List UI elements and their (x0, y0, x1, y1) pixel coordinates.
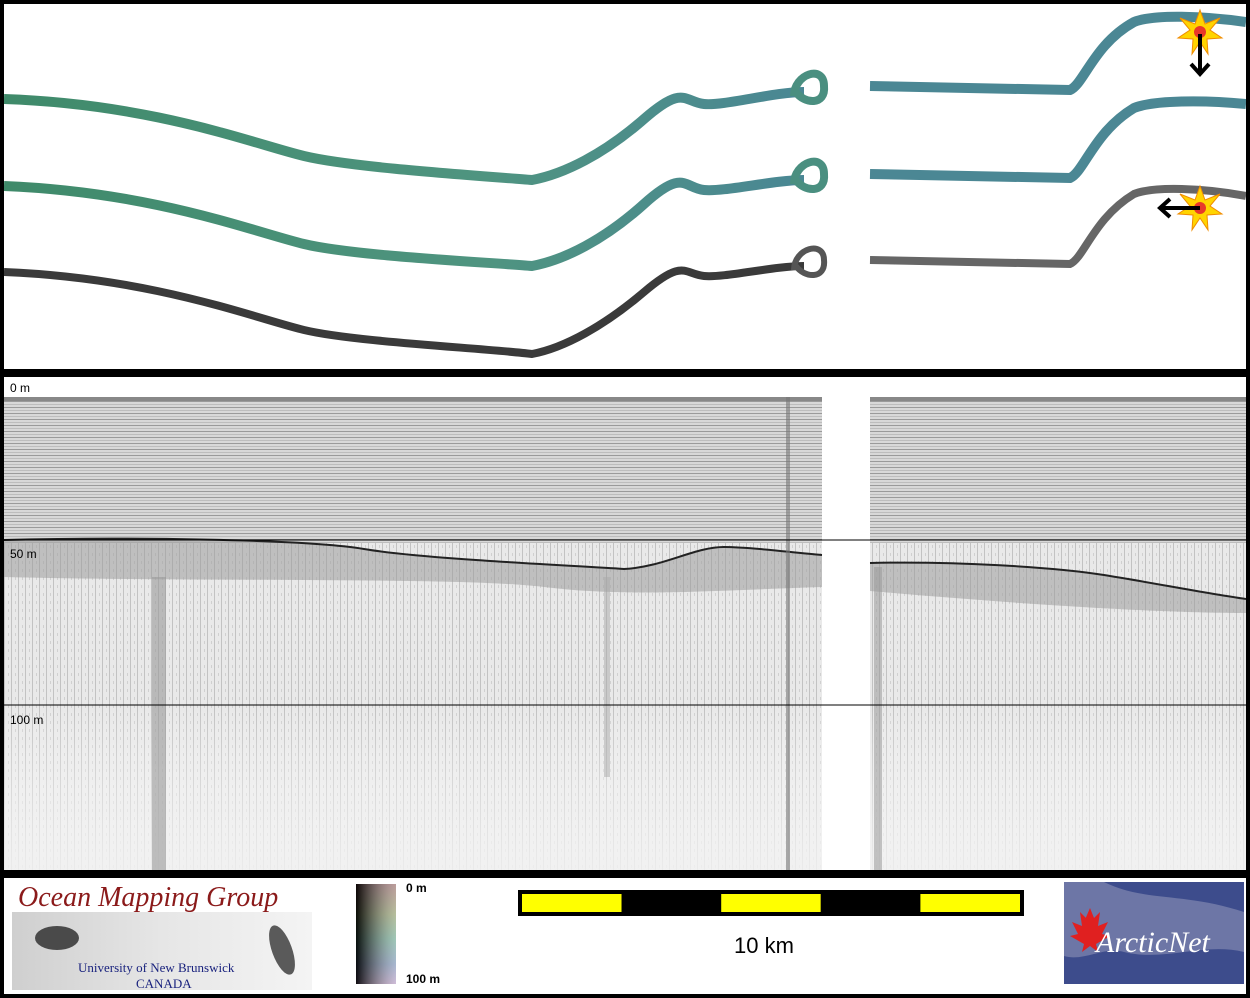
arcticnet-wordmark: ArcticNet (1094, 926, 1211, 959)
track-strip-2-right (869, 96, 1246, 184)
omg-subtitle-university: University of New Brunswick (78, 960, 235, 975)
track-strip-1-left (4, 87, 805, 186)
track-strip-3-left (4, 262, 805, 359)
depth-label-100: 100 m (10, 713, 44, 727)
scale-bar-segment-5 (920, 894, 1020, 912)
omg-subtitle-country: CANADA (136, 976, 192, 991)
track-strips (4, 8, 1246, 359)
ocean-mapping-group-logo: Ocean Mapping Group University of New Br… (12, 882, 312, 991)
track-strip-3-right (869, 184, 1246, 269)
sub-bottom-profile-panel: 0 m 50 m 100 m (4, 377, 1246, 870)
colorbar-top-label: 0 m (406, 881, 427, 895)
left-arrow-icon (1157, 197, 1200, 219)
depth-label-0: 0 m (10, 381, 31, 395)
scale-bar-segment-1 (522, 894, 622, 912)
legend-footer: Ocean Mapping Group University of New Br… (4, 878, 1246, 994)
omg-title: Ocean Mapping Group (18, 882, 279, 913)
track-strip-3-loop (791, 245, 828, 278)
scale-bar-segment-4 (820, 894, 921, 912)
track-strip-2-loop (790, 157, 829, 193)
scale-bar-segment-2 (621, 894, 722, 912)
profile-image (4, 397, 1246, 870)
depth-colorbar (356, 884, 396, 984)
colorbar-bottom-label: 100 m (406, 972, 441, 986)
track-strip-1-loop (790, 69, 829, 105)
down-arrow-icon (1189, 34, 1211, 77)
track-strip-1-right (869, 11, 1246, 96)
track-strip-2-left (4, 175, 805, 272)
scale-bar-label: 10 km (734, 933, 794, 958)
scale-bar-segment-3 (721, 894, 821, 912)
scale-bar (518, 890, 1024, 916)
depth-label-50: 50 m (10, 547, 37, 561)
arcticnet-logo: ArcticNet (1064, 882, 1244, 984)
track-map-panel (4, 4, 1246, 369)
